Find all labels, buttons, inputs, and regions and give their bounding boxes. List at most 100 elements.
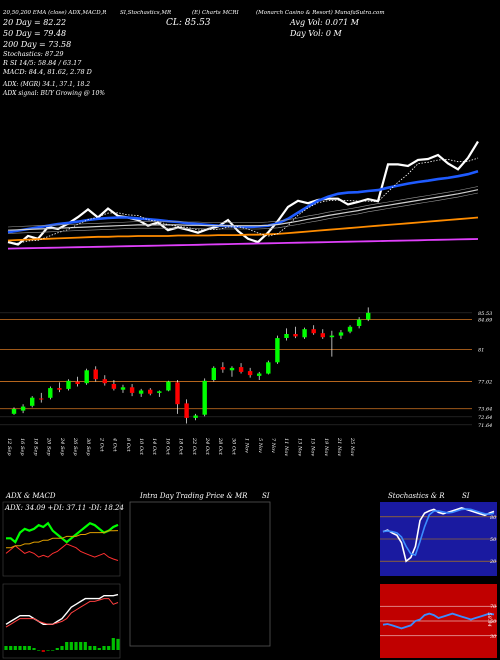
rsi-lines: 58.84 bbox=[382, 612, 495, 630]
candle-body bbox=[311, 329, 316, 334]
rsi-label: R SI 14/5: 58.84 / 63.17 bbox=[2, 59, 82, 67]
price-level-label: 77.02 bbox=[478, 380, 492, 386]
candle bbox=[11, 407, 17, 415]
rsi-level-label: 50 bbox=[490, 619, 497, 625]
candle-body bbox=[20, 406, 26, 411]
series-line-ema-50 bbox=[7, 189, 479, 231]
candle-body bbox=[11, 409, 17, 414]
candle-body bbox=[93, 369, 98, 380]
x-tick-label: 15 Nov bbox=[310, 438, 316, 456]
x-tick-label: 10 Oct bbox=[138, 438, 144, 456]
candle-body bbox=[247, 371, 253, 376]
candle-body bbox=[302, 329, 307, 338]
candle bbox=[120, 384, 126, 393]
candle bbox=[220, 362, 226, 373]
macd-hist-bar bbox=[32, 648, 36, 650]
candle bbox=[338, 330, 344, 339]
candle bbox=[247, 367, 253, 378]
stoch-level-label: 80 bbox=[490, 515, 497, 521]
candle-body bbox=[66, 380, 71, 389]
candle bbox=[193, 413, 198, 421]
macd-hist-bar bbox=[93, 646, 97, 650]
stoch-panel-si: SI bbox=[462, 492, 470, 500]
candle bbox=[257, 371, 262, 380]
macd-hist-bar bbox=[23, 646, 27, 650]
x-tick-label: 13 Nov bbox=[296, 438, 302, 456]
x-tick-label: 21 Nov bbox=[336, 437, 342, 456]
macd-hist-bar bbox=[111, 638, 115, 650]
candle-body bbox=[211, 367, 216, 380]
x-tick-label: 12 Sep bbox=[6, 438, 12, 456]
candle-body bbox=[57, 388, 62, 390]
candle bbox=[39, 392, 44, 403]
candle bbox=[356, 317, 362, 329]
candle-body bbox=[202, 380, 207, 415]
x-tick-label: 14 Oct bbox=[151, 438, 157, 456]
candle bbox=[84, 368, 89, 385]
macd-line bbox=[5, 593, 119, 625]
stochastics-label: Stochastics: 87.29 bbox=[3, 50, 64, 58]
adx-label: ADX: (MGR) 34.1, 37.1, 18.2 bbox=[2, 81, 90, 88]
candle-body bbox=[111, 384, 117, 389]
candle bbox=[20, 404, 26, 414]
x-tick-label: 8 Oct bbox=[125, 438, 131, 453]
price-level-label: 81 bbox=[478, 347, 484, 353]
close-label: CL: 85.53 bbox=[166, 18, 211, 28]
candle bbox=[138, 388, 144, 397]
x-tick-label: 5 Nov bbox=[257, 438, 263, 453]
adx-macd-panel: ADX & MACD ADX: 34.09 +DI: 37.11 -DI: 18… bbox=[2, 492, 124, 659]
candle-body bbox=[275, 338, 280, 363]
macd-hist-bar bbox=[37, 650, 41, 651]
macd-hist-bar bbox=[27, 646, 31, 650]
candle bbox=[320, 329, 325, 339]
ema50-label: 50 Day = 79.48 bbox=[3, 29, 66, 38]
candle-body bbox=[120, 387, 126, 390]
candle bbox=[238, 363, 244, 374]
avg-vol-label: Avg Vol: 0.071 M bbox=[289, 18, 360, 27]
x-tick-label: 25 Nov bbox=[349, 437, 355, 456]
candle bbox=[311, 325, 316, 335]
intra-frame bbox=[129, 501, 271, 647]
candle-body bbox=[84, 370, 89, 384]
macd-hist-bar bbox=[60, 646, 64, 650]
candle-body bbox=[320, 333, 325, 338]
candle-body bbox=[366, 312, 371, 320]
macd-hist-bar bbox=[116, 638, 120, 650]
stoch-panel-title: Stochastics & R bbox=[388, 492, 445, 500]
x-tick-label: 26 Sep bbox=[72, 437, 78, 456]
candle bbox=[211, 366, 216, 382]
macd-hist-bar bbox=[18, 646, 22, 650]
candle bbox=[284, 328, 289, 341]
macd-hist-bar bbox=[102, 646, 106, 650]
x-tick-label: 30 Sep bbox=[85, 438, 91, 456]
macd-lines bbox=[4, 593, 120, 652]
candle-body bbox=[129, 387, 135, 393]
candle bbox=[48, 386, 53, 400]
header: 20,50,200 EMA (close) ADX,MACD,R SI,Stoc… bbox=[2, 9, 385, 97]
x-tick-label: 11 Nov bbox=[283, 438, 289, 456]
x-tick-label: 16 Sep bbox=[19, 438, 25, 456]
x-tick-label: 2 Oct bbox=[98, 437, 104, 453]
series-line-dotted bbox=[7, 157, 479, 244]
ema-chart bbox=[7, 140, 479, 250]
stoch-d-line bbox=[382, 508, 495, 556]
candle bbox=[157, 390, 162, 397]
candle-body bbox=[193, 415, 198, 418]
candle bbox=[229, 366, 235, 377]
candle-body bbox=[257, 373, 262, 376]
adx-lines bbox=[5, 521, 119, 561]
candle-body bbox=[238, 367, 244, 372]
candle bbox=[66, 379, 71, 391]
macd-hist-bar bbox=[9, 646, 13, 650]
minus-di-line bbox=[5, 543, 119, 561]
candle bbox=[175, 380, 180, 414]
candle-body bbox=[347, 326, 353, 332]
x-tick-label: 24 Sep bbox=[59, 437, 65, 456]
header-segment: 20,50,200 EMA (close) ADX,MACD,R bbox=[2, 9, 106, 16]
macd-hist-bar bbox=[41, 650, 45, 652]
candle-body bbox=[175, 382, 180, 405]
rsi-reading: 58.84 bbox=[486, 612, 492, 626]
macd-hist-bar bbox=[69, 642, 73, 650]
macd-frame bbox=[2, 583, 121, 659]
